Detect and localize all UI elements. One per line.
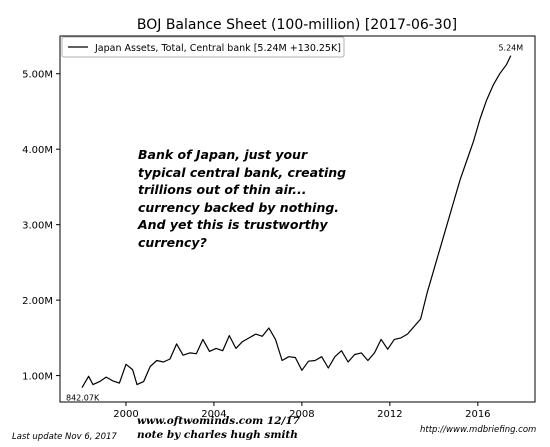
y-tick-label: 2.00M — [22, 296, 53, 307]
legend: Japan Assets, Total, Central bank [5.24M… — [61, 36, 345, 58]
footer-last-update: Last update Nov 6, 2017 — [12, 432, 117, 442]
x-tick-label: 2004 — [201, 409, 226, 420]
series-end-label: 5.24M — [498, 44, 523, 53]
legend-box — [61, 36, 345, 58]
x-tick-label: 2008 — [289, 409, 314, 420]
footer-source-url: http://www.mdbriefing.com — [420, 425, 537, 435]
axes-frame — [59, 35, 536, 403]
y-tick-label: 5.00M — [22, 70, 53, 81]
footer-website: www.oftwominds.com 12/17 — [137, 415, 300, 427]
plot-area: 1.00M 2.00M 3.00M 4.00M 5.00M 2000 2004 2008 201… — [22, 35, 536, 420]
chart-annotation: Bank of Japan, just your typical central… — [138, 147, 347, 250]
x-tick-label: 2016 — [465, 409, 490, 420]
y-tick-label: 4.00M — [22, 145, 53, 156]
chart-title: BOJ Balance Sheet (100-million) [2017-06… — [137, 17, 457, 33]
legend-label: Japan Assets, Total, Central bank [5.24M… — [94, 43, 341, 54]
series-start-label: 842.07K — [66, 394, 100, 403]
footer-note: note by charles hugh smith — [137, 429, 298, 441]
y-tick-label: 1.00M — [22, 372, 53, 383]
x-tick-label: 2012 — [377, 409, 402, 420]
y-tick-label: 3.00M — [22, 221, 53, 232]
x-tick-label: 2000 — [113, 409, 138, 420]
series-line — [81, 55, 512, 389]
